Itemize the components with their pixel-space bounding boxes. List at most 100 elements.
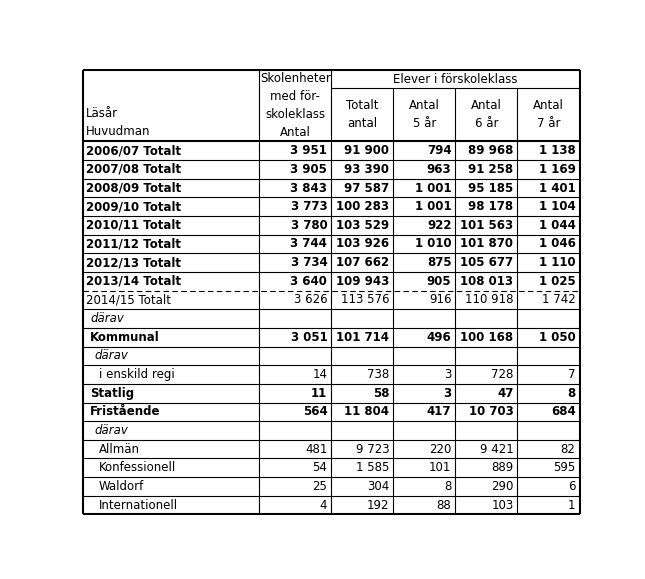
Text: Fristående: Fristående bbox=[90, 405, 161, 419]
Text: 794: 794 bbox=[427, 144, 451, 157]
Text: 2012/13 Totalt: 2012/13 Totalt bbox=[86, 256, 181, 269]
Text: 11: 11 bbox=[311, 387, 327, 400]
Text: Skolenheter
med för-
skoleklass
Antal: Skolenheter med för- skoleklass Antal bbox=[260, 72, 331, 140]
Text: 1 401: 1 401 bbox=[539, 182, 575, 195]
Text: 1: 1 bbox=[568, 499, 575, 512]
Text: 1 138: 1 138 bbox=[539, 144, 575, 157]
Text: Allmän: Allmän bbox=[99, 442, 140, 456]
Text: 2014/15 Totalt: 2014/15 Totalt bbox=[86, 294, 171, 306]
Text: 2009/10 Totalt: 2009/10 Totalt bbox=[86, 200, 181, 213]
Text: 1 010: 1 010 bbox=[415, 237, 452, 251]
Text: 738: 738 bbox=[367, 368, 390, 381]
Text: 89 968: 89 968 bbox=[468, 144, 513, 157]
Text: 1 110: 1 110 bbox=[539, 256, 575, 269]
Text: 3 773: 3 773 bbox=[291, 200, 327, 213]
Text: 110 918: 110 918 bbox=[465, 294, 513, 306]
Text: 1 050: 1 050 bbox=[539, 331, 575, 344]
Text: 93 390: 93 390 bbox=[344, 163, 390, 176]
Text: 220: 220 bbox=[429, 442, 451, 456]
Text: 684: 684 bbox=[551, 405, 575, 419]
Text: 304: 304 bbox=[367, 480, 390, 493]
Text: 54: 54 bbox=[312, 461, 327, 474]
Text: 9 723: 9 723 bbox=[356, 442, 390, 456]
Text: Kommunal: Kommunal bbox=[90, 331, 160, 344]
Text: därav: därav bbox=[94, 349, 128, 362]
Text: 595: 595 bbox=[553, 461, 575, 474]
Text: 922: 922 bbox=[427, 219, 451, 232]
Text: 103 926: 103 926 bbox=[336, 237, 390, 251]
Text: Antal
6 år: Antal 6 år bbox=[471, 99, 502, 130]
Text: 2013/14 Totalt: 2013/14 Totalt bbox=[86, 275, 181, 288]
Text: 2008/09 Totalt: 2008/09 Totalt bbox=[86, 182, 181, 195]
Text: 481: 481 bbox=[305, 442, 327, 456]
Text: Totalt
antal: Totalt antal bbox=[346, 99, 379, 130]
Text: 4: 4 bbox=[320, 499, 327, 512]
Text: 101: 101 bbox=[429, 461, 451, 474]
Text: 905: 905 bbox=[427, 275, 451, 288]
Text: 3 051: 3 051 bbox=[290, 331, 327, 344]
Text: 3 951: 3 951 bbox=[290, 144, 327, 157]
Text: 97 587: 97 587 bbox=[344, 182, 390, 195]
Text: 91 258: 91 258 bbox=[468, 163, 513, 176]
Text: 3: 3 bbox=[444, 368, 452, 381]
Text: 11 804: 11 804 bbox=[344, 405, 390, 419]
Text: 2010/11 Totalt: 2010/11 Totalt bbox=[86, 219, 181, 232]
Text: Antal
5 år: Antal 5 år bbox=[409, 99, 440, 130]
Text: 113 576: 113 576 bbox=[341, 294, 390, 306]
Text: Internationell: Internationell bbox=[99, 499, 178, 512]
Text: 1 104: 1 104 bbox=[539, 200, 575, 213]
Text: 290: 290 bbox=[491, 480, 513, 493]
Text: 105 677: 105 677 bbox=[461, 256, 513, 269]
Text: 108 013: 108 013 bbox=[461, 275, 513, 288]
Text: 1 585: 1 585 bbox=[356, 461, 390, 474]
Text: Konfessionell: Konfessionell bbox=[99, 461, 176, 474]
Text: 91 900: 91 900 bbox=[344, 144, 390, 157]
Text: 101 714: 101 714 bbox=[336, 331, 390, 344]
Text: 98 178: 98 178 bbox=[468, 200, 513, 213]
Text: 107 662: 107 662 bbox=[336, 256, 390, 269]
Text: 192: 192 bbox=[367, 499, 390, 512]
Text: Elever i förskoleklass: Elever i förskoleklass bbox=[393, 73, 518, 86]
Text: 2011/12 Totalt: 2011/12 Totalt bbox=[86, 237, 181, 251]
Text: 1 046: 1 046 bbox=[539, 237, 575, 251]
Text: 3 905: 3 905 bbox=[290, 163, 327, 176]
Text: 3 626: 3 626 bbox=[293, 294, 327, 306]
Text: 3 843: 3 843 bbox=[290, 182, 327, 195]
Text: i enskild regi: i enskild regi bbox=[99, 368, 175, 381]
Text: 8: 8 bbox=[567, 387, 575, 400]
Text: 101 870: 101 870 bbox=[461, 237, 513, 251]
Text: 2007/08 Totalt: 2007/08 Totalt bbox=[86, 163, 181, 176]
Text: därav: därav bbox=[94, 424, 128, 437]
Text: 3 640: 3 640 bbox=[290, 275, 327, 288]
Text: 1 001: 1 001 bbox=[415, 182, 452, 195]
Text: 7: 7 bbox=[568, 368, 575, 381]
Text: 82: 82 bbox=[561, 442, 575, 456]
Text: 47: 47 bbox=[497, 387, 513, 400]
Text: 1 001: 1 001 bbox=[415, 200, 452, 213]
Text: 58: 58 bbox=[373, 387, 390, 400]
Text: 728: 728 bbox=[491, 368, 513, 381]
Text: 100 283: 100 283 bbox=[336, 200, 390, 213]
Text: 2006/07 Totalt: 2006/07 Totalt bbox=[86, 144, 181, 157]
Text: 1 169: 1 169 bbox=[539, 163, 575, 176]
Text: Läsår
Huvudman: Läsår Huvudman bbox=[86, 107, 151, 138]
Text: 95 185: 95 185 bbox=[468, 182, 513, 195]
Text: Waldorf: Waldorf bbox=[99, 480, 144, 493]
Text: 963: 963 bbox=[427, 163, 451, 176]
Text: 100 168: 100 168 bbox=[461, 331, 513, 344]
Text: 3 744: 3 744 bbox=[290, 237, 327, 251]
Text: 875: 875 bbox=[427, 256, 451, 269]
Text: 496: 496 bbox=[426, 331, 452, 344]
Text: 1 742: 1 742 bbox=[542, 294, 575, 306]
Text: 916: 916 bbox=[429, 294, 451, 306]
Text: 88: 88 bbox=[437, 499, 451, 512]
Text: 101 563: 101 563 bbox=[461, 219, 513, 232]
Text: 103: 103 bbox=[491, 499, 513, 512]
Text: 103 529: 103 529 bbox=[336, 219, 390, 232]
Text: 10 703: 10 703 bbox=[469, 405, 513, 419]
Text: 25: 25 bbox=[312, 480, 327, 493]
Text: 1 044: 1 044 bbox=[539, 219, 575, 232]
Text: 6: 6 bbox=[568, 480, 575, 493]
Text: 889: 889 bbox=[491, 461, 513, 474]
Text: 14: 14 bbox=[312, 368, 327, 381]
